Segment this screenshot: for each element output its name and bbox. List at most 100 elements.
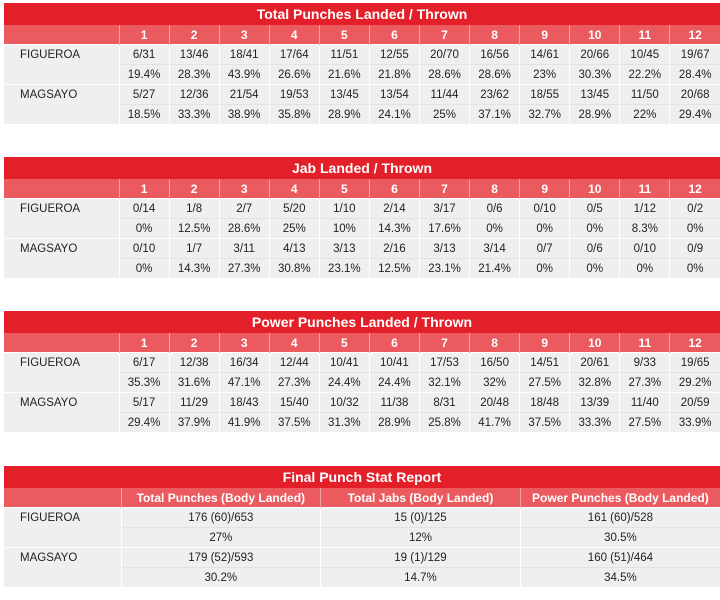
round-header-row: 1 2 3 4 5 6 7 8 9 10 11 12 xyxy=(4,333,720,353)
landed-thrown-cell: 20/48 xyxy=(469,392,520,413)
percent-cell: 41.7% xyxy=(469,412,520,432)
percent-cell: 0% xyxy=(669,218,720,239)
percent-cell: 12% xyxy=(320,527,521,548)
landed-thrown-cell: 3/17 xyxy=(418,198,470,219)
percent-cell: 43.9% xyxy=(218,64,270,85)
round-header-8: 8 xyxy=(469,179,520,199)
percent-cell: 41.9% xyxy=(218,412,270,432)
landed-thrown-cell: 2/16 xyxy=(368,238,420,259)
round-header-2: 2 xyxy=(168,179,220,199)
percent-cell: 8.3% xyxy=(619,218,670,239)
fighter-percent-row: 29.4% 37.9% 41.9% 37.5% 31.3% 28.9% 25.8% 41.7%… xyxy=(4,412,720,432)
percent-cell: 12.5% xyxy=(168,218,220,239)
landed-thrown-cell: 1/10 xyxy=(318,198,370,219)
landed-thrown-cell: 9/33 xyxy=(619,352,670,373)
landed-thrown-cell: 4/13 xyxy=(268,238,320,259)
landed-thrown-cell: 18/41 xyxy=(218,44,270,65)
landed-thrown-cell: 11/44 xyxy=(418,84,470,105)
landed-thrown-cell: 2/7 xyxy=(218,198,270,219)
landed-thrown-cell: 1/12 xyxy=(619,198,670,219)
name-header xyxy=(4,179,119,199)
fighter-name-spacer xyxy=(4,104,119,124)
landed-thrown-cell: 19 (1)/129 xyxy=(320,547,521,568)
percent-cell: 0% xyxy=(118,258,170,278)
landed-thrown-cell: 10/41 xyxy=(318,352,370,373)
round-header-8: 8 xyxy=(469,333,520,353)
round-header-9: 9 xyxy=(519,333,570,353)
fighter-name-spacer xyxy=(4,412,119,432)
percent-cell: 0% xyxy=(569,258,620,278)
round-header-12: 12 xyxy=(669,25,720,45)
fighter-name: MAGSAYO xyxy=(4,84,119,105)
fighter-name: FIGUEROA xyxy=(4,352,119,373)
percent-cell: 28.9% xyxy=(569,104,620,124)
landed-thrown-cell: 3/14 xyxy=(469,238,520,259)
landed-thrown-cell: 15/40 xyxy=(268,392,320,413)
percent-cell: 32% xyxy=(469,372,520,393)
percent-cell: 25% xyxy=(268,218,320,239)
percent-cell: 23.1% xyxy=(418,258,470,278)
percent-cell: 37.5% xyxy=(519,412,570,432)
round-header-9: 9 xyxy=(519,25,570,45)
landed-thrown-cell: 11/38 xyxy=(368,392,420,413)
round-header-12: 12 xyxy=(669,179,720,199)
table-body: FIGUEROA 176 (60)/653 15 (0)/125 161 (60)/5… xyxy=(4,507,720,587)
landed-thrown-cell: 20/66 xyxy=(569,44,620,65)
landed-thrown-cell: 13/45 xyxy=(318,84,370,105)
percent-cell: 30.3% xyxy=(569,64,620,85)
percent-cell: 0% xyxy=(569,218,620,239)
percent-cell: 27.3% xyxy=(268,372,320,393)
percent-cell: 28.9% xyxy=(318,104,370,124)
percent-cell: 24.1% xyxy=(368,104,420,124)
fighter-counts-row: MAGSAYO 0/10 1/7 3/11 4/13 3/13 2/16 3/13 3/14 0/… xyxy=(4,238,720,259)
fighter-name: MAGSAYO xyxy=(4,547,121,568)
landed-thrown-cell: 20/61 xyxy=(569,352,620,373)
percent-cell: 35.3% xyxy=(118,372,170,393)
percent-cell: 23% xyxy=(519,64,570,85)
percent-cell: 12.5% xyxy=(368,258,420,278)
landed-thrown-cell: 15 (0)/125 xyxy=(320,507,521,528)
percent-cell: 17.6% xyxy=(418,218,470,239)
fighter-name: FIGUEROA xyxy=(4,198,119,219)
fighter-counts-row: FIGUEROA 6/17 12/38 16/34 12/44 10/41 10/41 17/… xyxy=(4,352,720,373)
final-report-table: Total Punches (Body Landed) Total Jabs (B… xyxy=(4,488,720,587)
jab-section: Jab Landed / Thrown 1 2 3 4 5 6 7 8 9 10 11 12 FIGU… xyxy=(4,157,720,278)
percent-cell: 21.4% xyxy=(469,258,520,278)
round-header-12: 12 xyxy=(669,333,720,353)
round-header-6: 6 xyxy=(368,179,420,199)
round-header-1: 1 xyxy=(118,179,170,199)
round-header-3: 3 xyxy=(218,333,270,353)
percent-cell: 25.8% xyxy=(418,412,470,432)
percent-cell: 47.1% xyxy=(218,372,270,393)
percent-cell: 31.3% xyxy=(318,412,370,432)
percent-cell: 22% xyxy=(619,104,670,124)
fighter-name-spacer xyxy=(4,258,119,278)
fighter-name: FIGUEROA xyxy=(4,44,119,65)
total-punches-table: 1 2 3 4 5 6 7 8 9 10 11 12 FIGUEROA 6/31 13/46 18/41 17… xyxy=(4,25,720,124)
final-column-header: Power Punches (Body Landed) xyxy=(519,488,720,508)
percent-cell: 35.8% xyxy=(268,104,320,124)
percent-cell: 31.6% xyxy=(168,372,220,393)
fighter-counts-row: FIGUEROA 6/31 13/46 18/41 17/64 11/51 12/55 20/… xyxy=(4,44,720,65)
percent-cell: 29.4% xyxy=(118,412,170,432)
round-header-1: 1 xyxy=(118,25,170,45)
fighter-percent-row: 30.2% 14.7% 34.5% xyxy=(4,567,720,587)
percent-cell: 33.9% xyxy=(669,412,720,432)
percent-cell: 21.8% xyxy=(368,64,420,85)
percent-cell: 0% xyxy=(669,258,720,278)
landed-thrown-cell: 5/20 xyxy=(268,198,320,219)
round-header-row: 1 2 3 4 5 6 7 8 9 10 11 12 xyxy=(4,179,720,199)
name-header xyxy=(4,333,119,353)
landed-thrown-cell: 12/55 xyxy=(368,44,420,65)
percent-cell: 0% xyxy=(519,258,570,278)
percent-cell: 37.5% xyxy=(268,412,320,432)
fighter-counts-row: MAGSAYO 5/27 12/36 21/54 19/53 13/45 13/54 11/4… xyxy=(4,84,720,105)
round-header-11: 11 xyxy=(619,25,670,45)
landed-thrown-cell: 161 (60)/528 xyxy=(519,507,720,528)
landed-thrown-cell: 0/2 xyxy=(669,198,720,219)
power-punches-table: 1 2 3 4 5 6 7 8 9 10 11 12 FIGUEROA 6/17 12/38 16/34 12… xyxy=(4,333,720,432)
fighter-name: MAGSAYO xyxy=(4,238,119,259)
round-header-4: 4 xyxy=(268,333,320,353)
round-header-5: 5 xyxy=(318,25,370,45)
